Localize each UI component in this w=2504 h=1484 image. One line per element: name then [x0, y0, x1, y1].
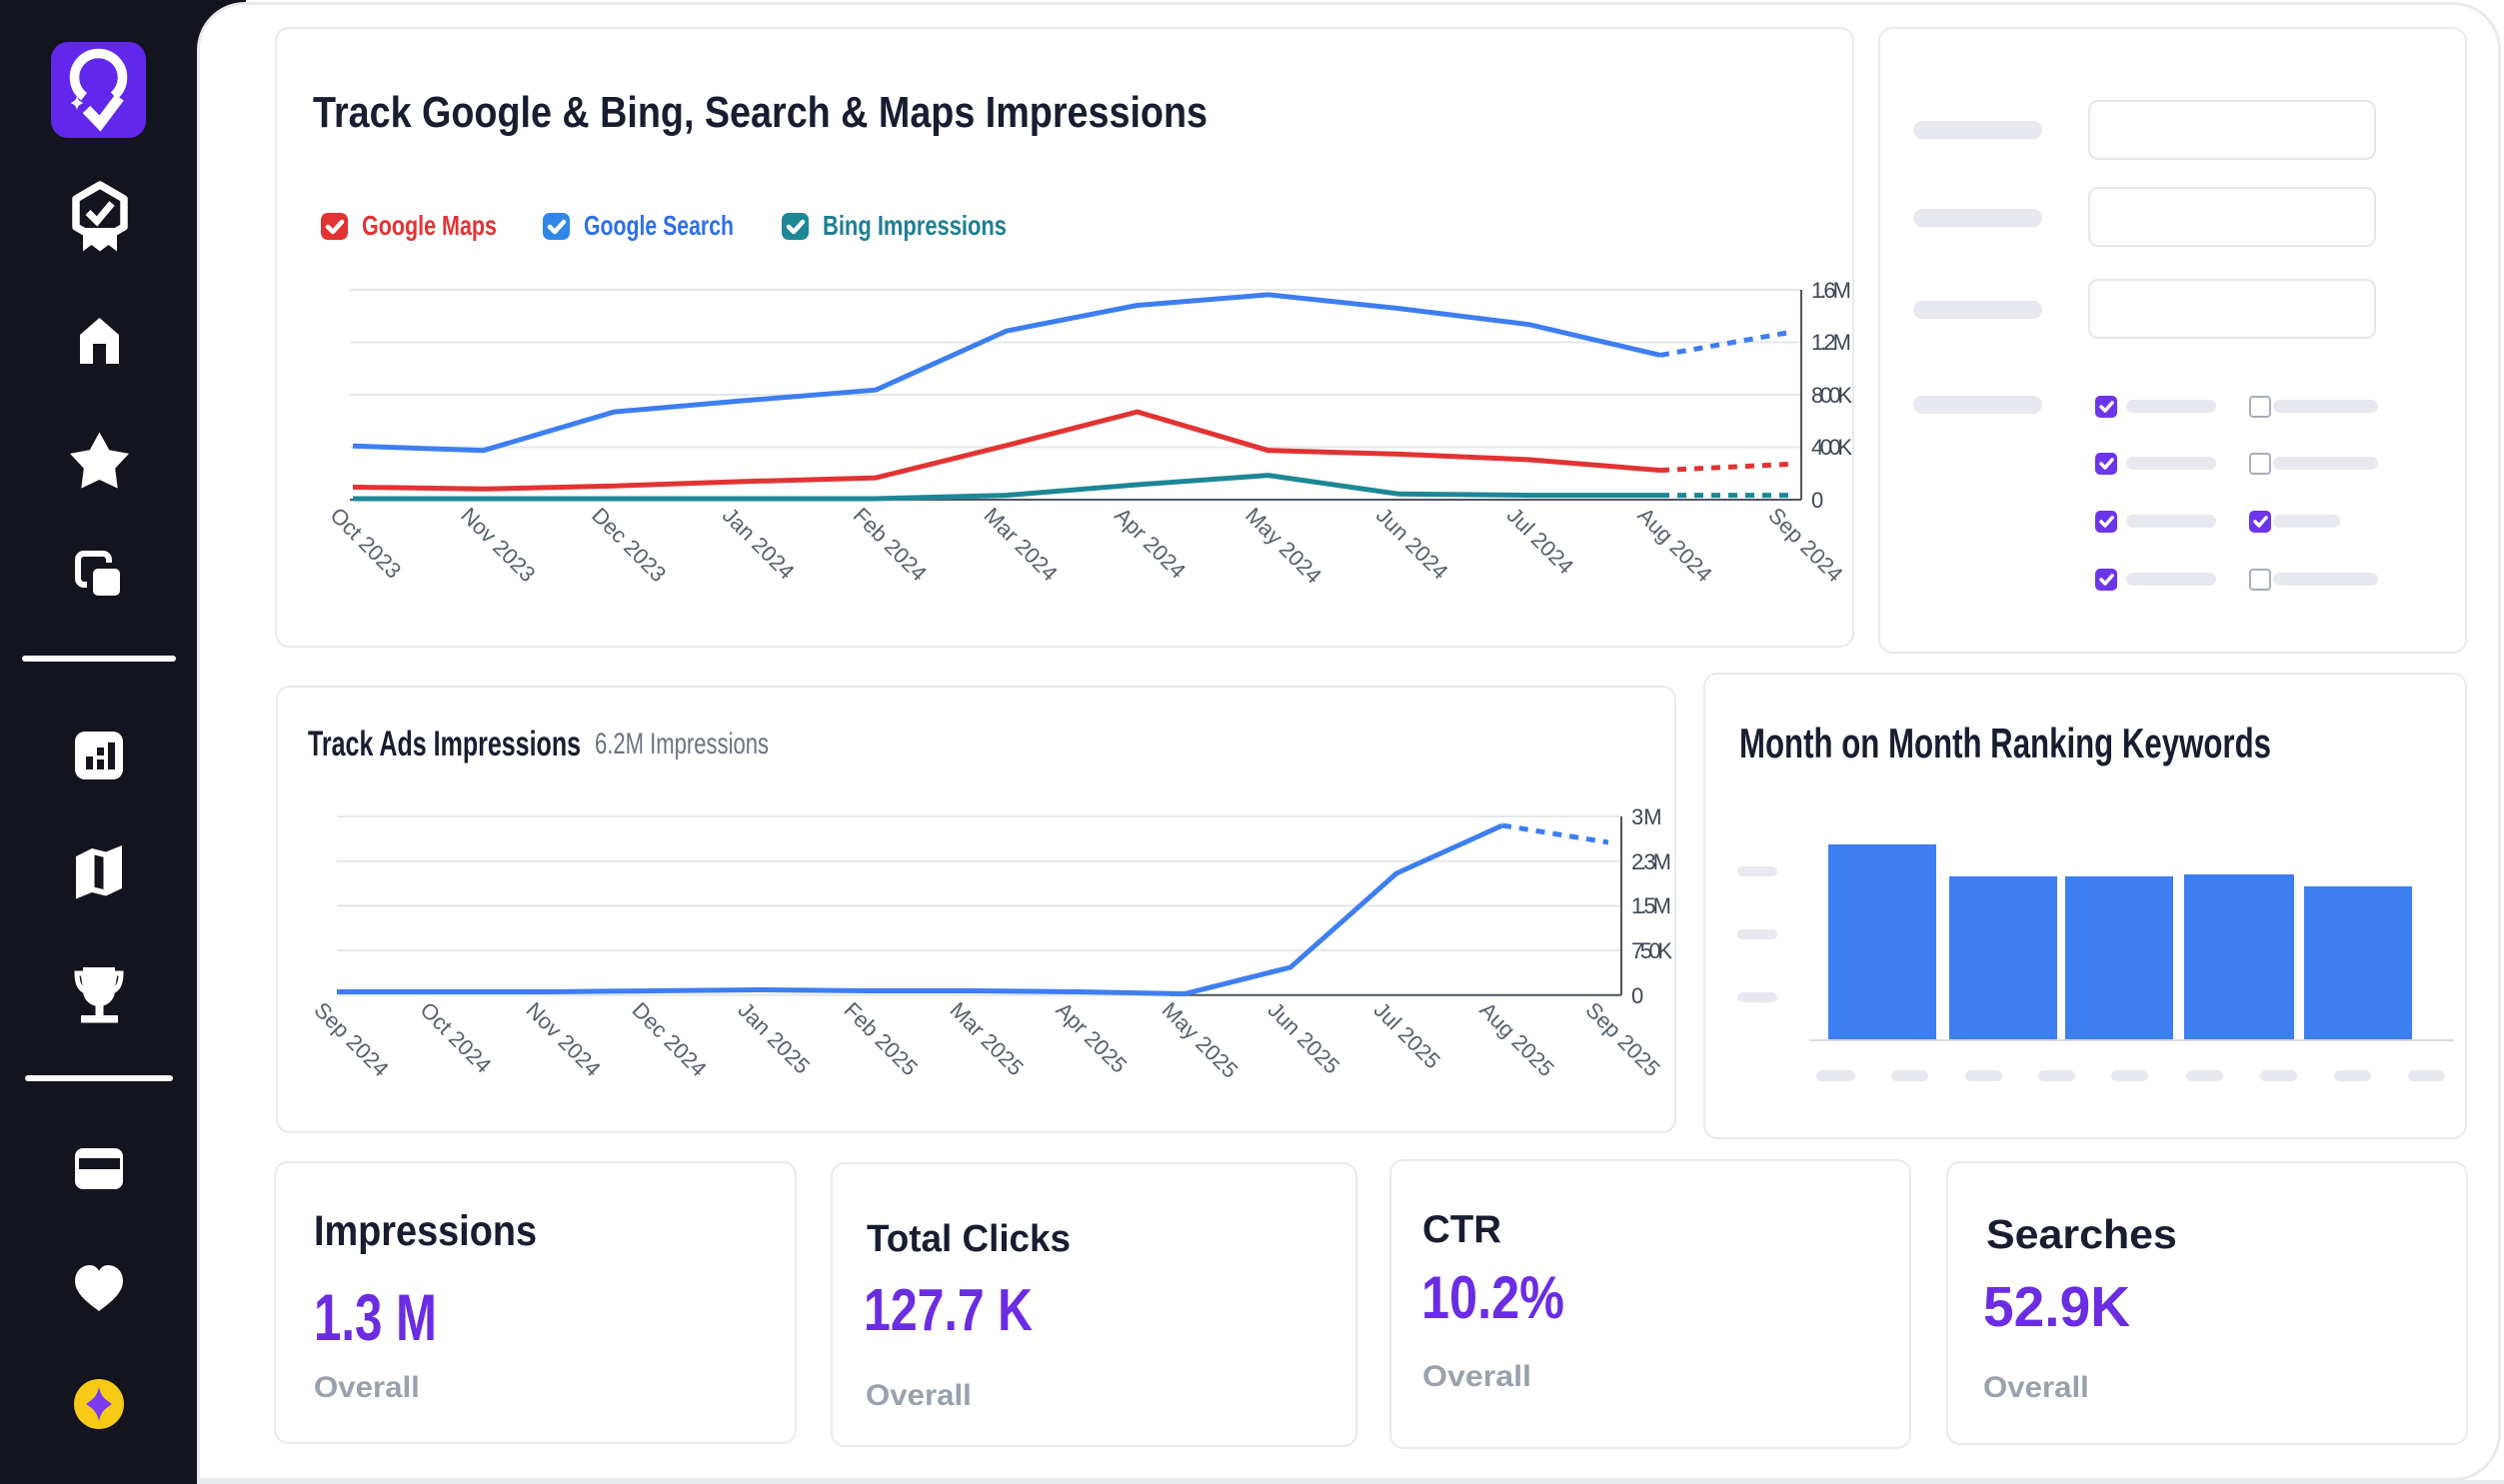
svg-text:1.5M: 1.5M [1631, 893, 1671, 918]
svg-text:Sep 2024: Sep 2024 [309, 997, 393, 1081]
svg-text:0: 0 [1811, 488, 1823, 513]
svg-text:0: 0 [1631, 983, 1643, 1008]
svg-text:Dec 2024: Dec 2024 [627, 997, 711, 1081]
svg-text:Aug 2024: Aug 2024 [1632, 503, 1716, 587]
svg-text:Mar 2025: Mar 2025 [945, 997, 1028, 1080]
svg-text:Jul 2024: Jul 2024 [1502, 503, 1579, 580]
svg-text:Sep 2024: Sep 2024 [1763, 503, 1847, 587]
svg-text:400K: 400K [1811, 435, 1852, 460]
svg-text:Feb 2025: Feb 2025 [839, 997, 922, 1080]
svg-text:800K: 800K [1811, 383, 1852, 408]
svg-text:Oct 2023: Oct 2023 [325, 503, 406, 584]
svg-text:Apr 2025: Apr 2025 [1051, 997, 1132, 1078]
svg-text:Apr 2024: Apr 2024 [1110, 503, 1191, 584]
svg-text:Feb 2024: Feb 2024 [849, 503, 932, 586]
svg-text:Nov 2023: Nov 2023 [456, 503, 540, 587]
svg-text:Sep 2025: Sep 2025 [1580, 997, 1664, 1081]
svg-text:Dec 2023: Dec 2023 [587, 503, 671, 587]
svg-text:Jan 2024: Jan 2024 [718, 503, 800, 585]
svg-text:Mar 2024: Mar 2024 [979, 503, 1062, 586]
svg-text:Nov 2024: Nov 2024 [521, 997, 605, 1081]
svg-text:3M: 3M [1631, 804, 1662, 829]
svg-text:1.6M: 1.6M [1811, 278, 1851, 303]
svg-text:750K: 750K [1631, 938, 1672, 963]
svg-text:May 2025: May 2025 [1157, 997, 1243, 1083]
svg-text:Aug 2025: Aug 2025 [1474, 997, 1558, 1081]
svg-text:Oct 2024: Oct 2024 [415, 997, 496, 1078]
svg-text:May 2024: May 2024 [1241, 503, 1326, 589]
svg-text:2.3M: 2.3M [1631, 849, 1671, 874]
svg-text:Jun 2025: Jun 2025 [1262, 997, 1344, 1079]
svg-text:1.2M: 1.2M [1811, 330, 1851, 355]
svg-text:Jun 2024: Jun 2024 [1371, 503, 1453, 585]
svg-text:Jan 2025: Jan 2025 [733, 997, 815, 1079]
svg-text:Jul 2025: Jul 2025 [1368, 997, 1445, 1074]
